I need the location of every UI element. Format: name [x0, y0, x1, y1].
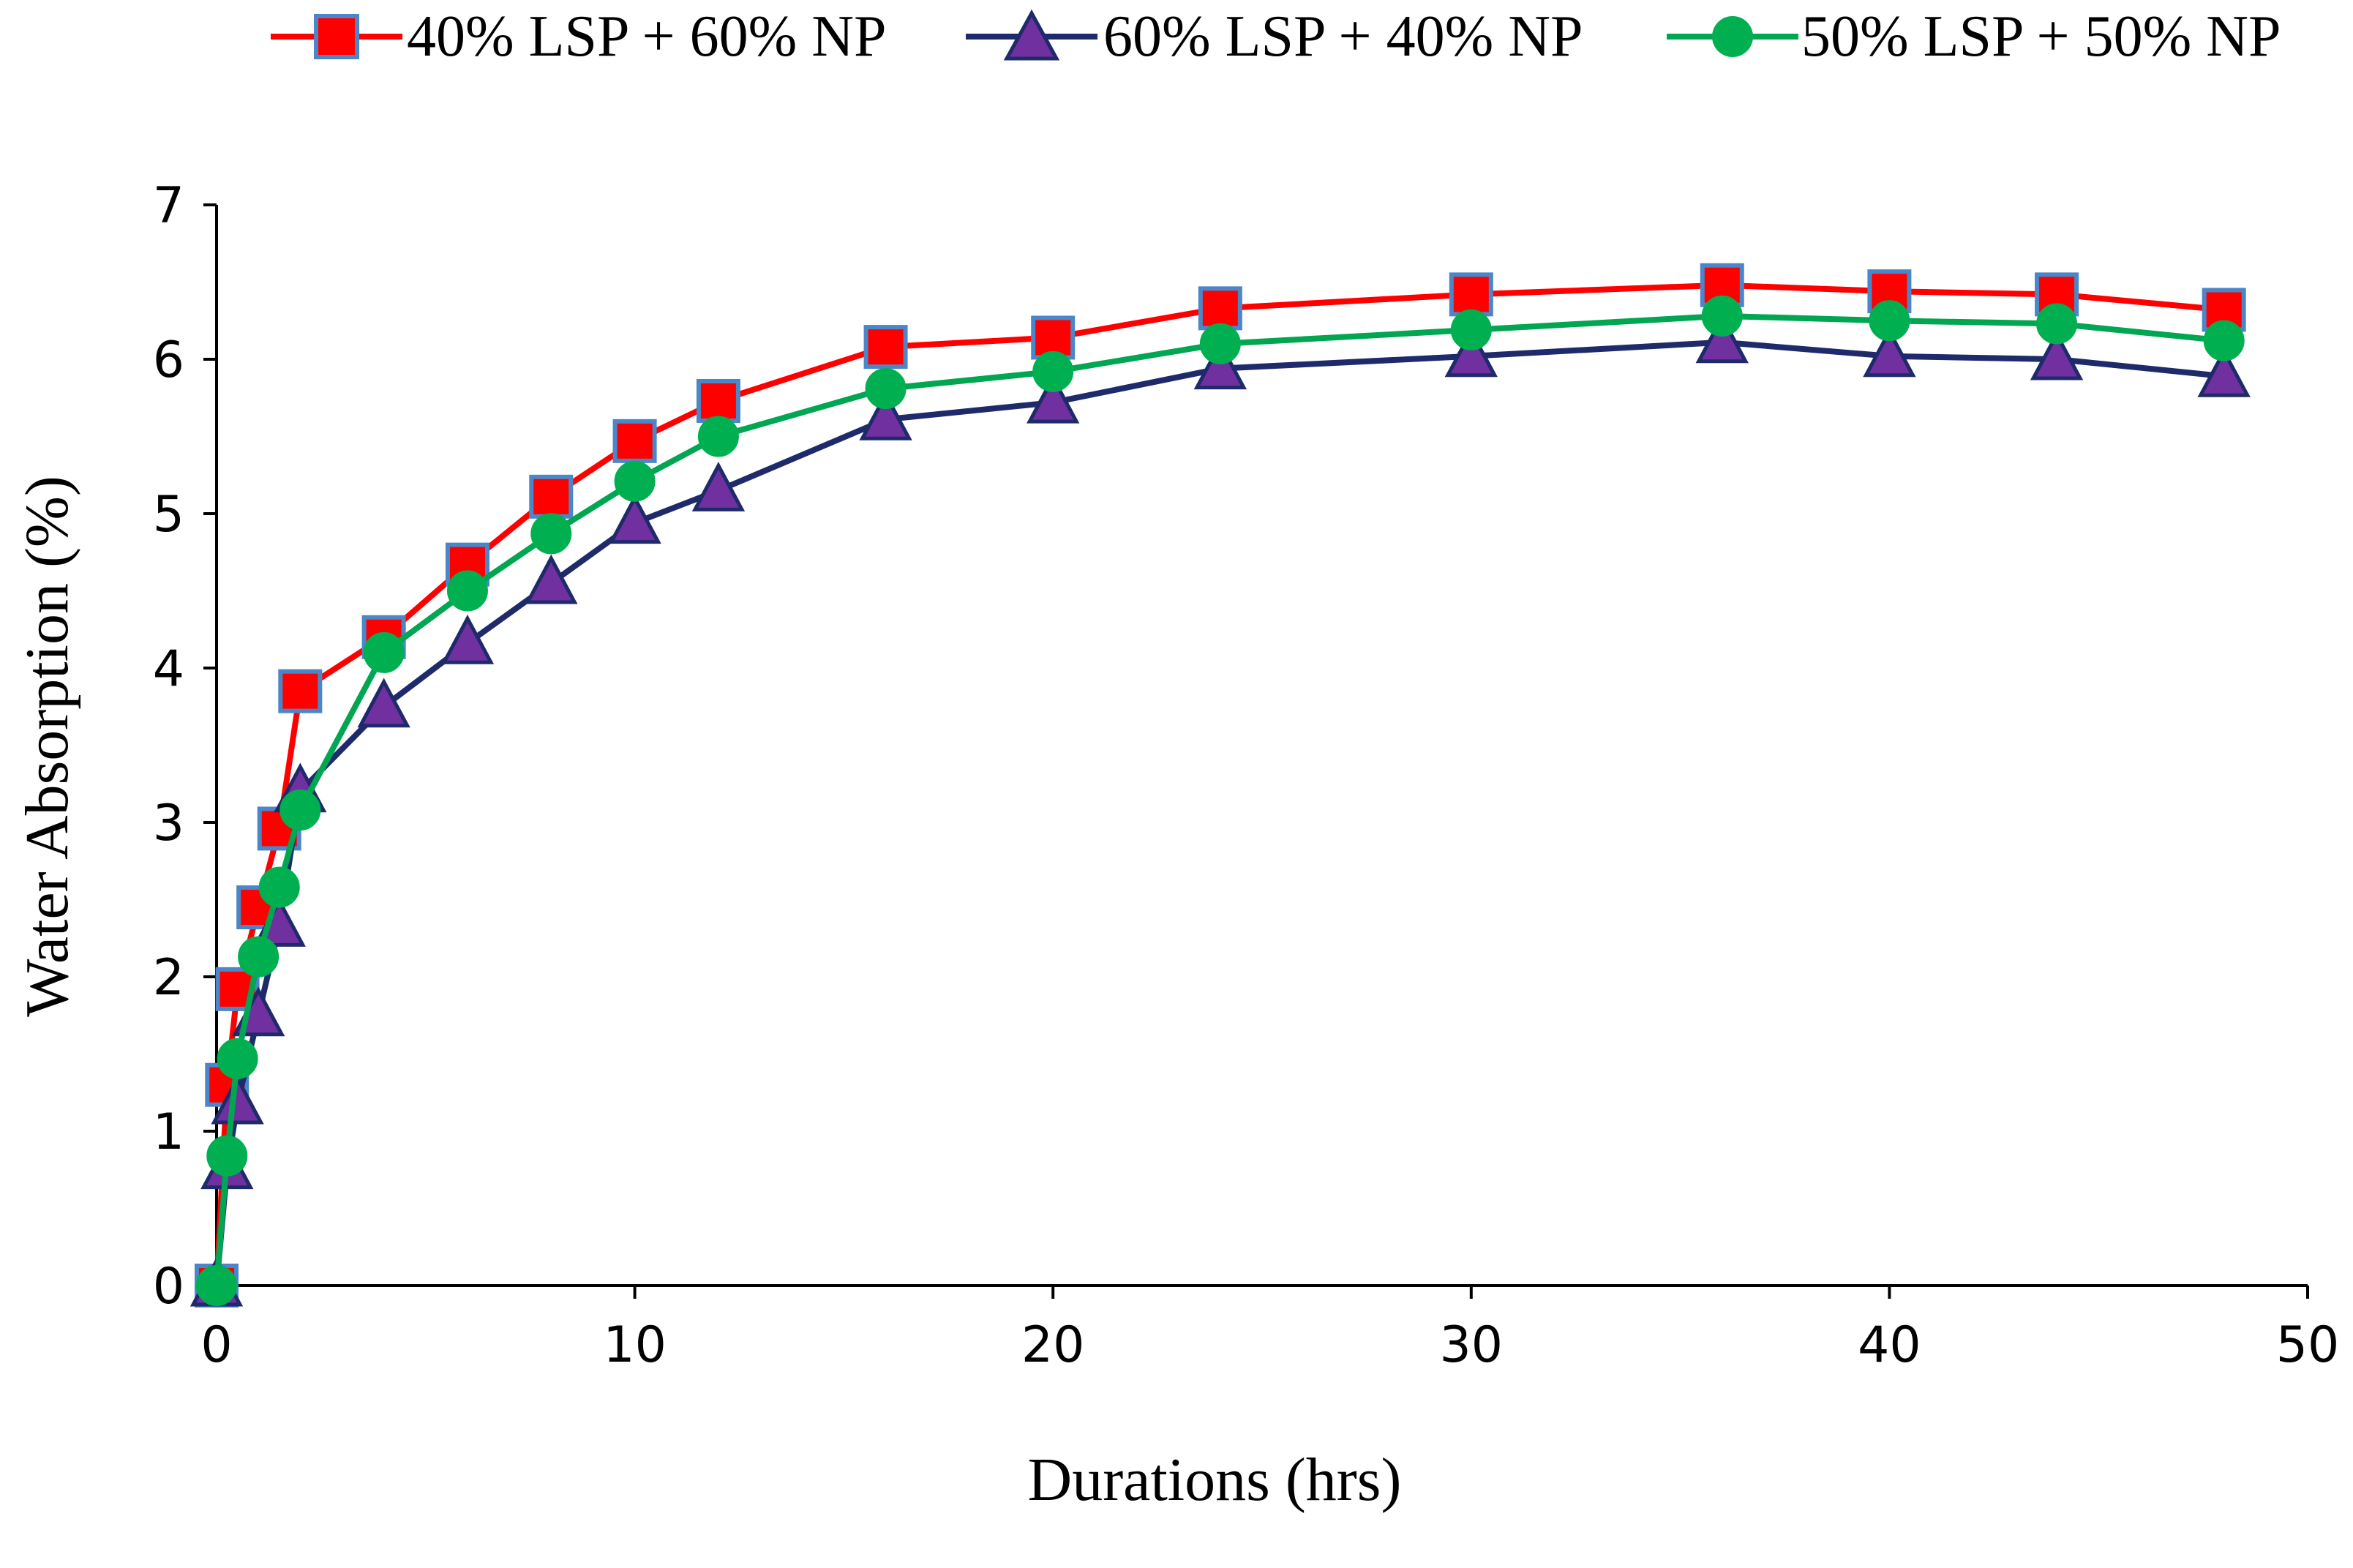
data-point-triangle — [1444, 327, 1498, 378]
y-axis-title: Water Absorption (%) — [13, 476, 81, 1017]
legend: 40% LSP + 60% NP 60% LSP + 40% NP 50% LS… — [271, 4, 2281, 69]
data-point-square — [278, 669, 323, 713]
series-line — [214, 339, 2225, 1286]
x-tick-label: 10 — [603, 1316, 667, 1374]
data-point-triangle — [357, 678, 410, 728]
data-point-square — [529, 474, 574, 519]
data-point-square — [1198, 286, 1242, 331]
y-tick-label: 5 — [153, 486, 184, 544]
data-point-triangle — [859, 390, 912, 440]
x-tick-label: 20 — [1021, 1316, 1085, 1374]
x-axis-title: Durations (hrs) — [1028, 1446, 1402, 1514]
data-point-circle — [2203, 320, 2245, 361]
data-point-circle — [1032, 350, 1074, 392]
legend-label-2: 60% LSP + 40% NP — [1103, 4, 1583, 69]
data-point-circle — [1450, 309, 1492, 350]
legend-entry-2: 60% LSP + 40% NP — [966, 4, 1583, 69]
data-point-square — [696, 378, 740, 423]
series-3 — [196, 295, 2245, 1306]
data-point-triangle — [440, 614, 495, 664]
data-point-triangle — [525, 554, 578, 604]
legend-entry-1: 40% LSP + 60% NP — [271, 4, 887, 69]
x-tick-label: 0 — [200, 1316, 232, 1374]
data-point-triangle — [608, 494, 661, 544]
series-1 — [195, 263, 2246, 1308]
data-point-circle — [697, 416, 739, 457]
y-tick-label: 7 — [153, 177, 184, 235]
x-tick-label: 50 — [2276, 1316, 2340, 1374]
y-tick-label: 6 — [153, 331, 184, 389]
legend-marker-triangle — [1003, 9, 1060, 61]
data-point-circle — [530, 513, 572, 555]
data-point-square — [1700, 263, 1744, 307]
data-point-triangle — [1027, 373, 1080, 424]
data-point-triangle — [1695, 313, 1749, 364]
data-point-triangle — [211, 1074, 264, 1125]
data-point-triangle — [2197, 347, 2251, 397]
y-tick-label: 4 — [153, 640, 184, 698]
y-ticks: 0 1 2 3 4 5 6 7 — [153, 177, 217, 1316]
data-point-circle — [1869, 300, 1910, 342]
data-point-circle — [614, 460, 656, 502]
series-line — [214, 312, 2225, 1286]
y-tick-label: 1 — [153, 1103, 184, 1161]
data-point-triangle — [2030, 330, 2084, 380]
data-point-square — [1449, 272, 1493, 317]
data-point-circle — [258, 866, 300, 908]
legend-label-1: 40% LSP + 60% NP — [407, 4, 887, 69]
data-point-circle — [206, 1135, 248, 1177]
legend-marker-square — [314, 14, 359, 59]
data-point-triangle — [691, 462, 746, 511]
data-point-circle — [2036, 303, 2078, 345]
legend-label-3: 50% LSP + 50% NP — [1801, 4, 2281, 69]
x-tick-label: 30 — [1440, 1316, 1504, 1374]
data-point-circle — [363, 631, 405, 673]
data-point-square — [612, 419, 657, 463]
data-point-circle — [196, 1265, 237, 1306]
data-point-circle — [1701, 295, 1743, 337]
data-point-circle — [238, 936, 279, 978]
plot-area — [189, 263, 2251, 1308]
data-point-circle — [446, 570, 488, 612]
series-2 — [189, 313, 2251, 1307]
x-ticks: 0 10 20 30 40 50 — [200, 1286, 2339, 1374]
data-point-square — [863, 325, 908, 370]
x-tick-label: 40 — [1858, 1316, 1921, 1374]
axes: 0 10 20 30 40 50 0 1 2 3 4 5 6 7 — [153, 177, 2340, 1374]
y-tick-label: 3 — [153, 795, 184, 852]
series-line — [214, 282, 2225, 1286]
data-point-circle — [1199, 323, 1241, 364]
data-point-circle — [279, 789, 321, 831]
data-point-circle — [217, 1038, 258, 1079]
data-point-triangle — [1863, 327, 1916, 378]
legend-marker-circle — [1712, 16, 1753, 57]
y-tick-label: 2 — [153, 949, 184, 1007]
legend-entry-3: 50% LSP + 50% NP — [1667, 4, 2281, 69]
data-point-triangle — [1193, 340, 1247, 390]
y-tick-label: 0 — [153, 1258, 184, 1316]
data-point-circle — [865, 368, 907, 410]
